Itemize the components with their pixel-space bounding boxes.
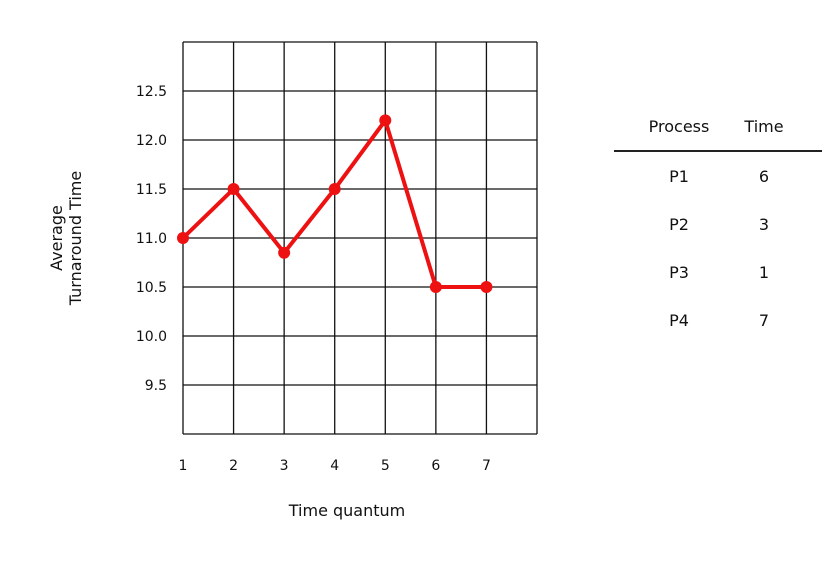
data-point (278, 246, 291, 259)
process-table: Process Time P1 6 P2 3 P3 1 P4 7 (614, 112, 822, 344)
y-tick-label: 10.5 (136, 280, 167, 296)
x-tick-label: 1 (179, 458, 188, 474)
process-cell: P4 (669, 310, 689, 330)
header-rule (614, 150, 822, 152)
x-tick-label: 6 (431, 458, 440, 474)
y-tick-labels: 9.5 10.0 10.5 11.0 11.5 12.0 12.5 (136, 84, 167, 394)
table-header: Process Time (614, 112, 822, 140)
y-axis-title: Average Turnaround Time (47, 171, 85, 306)
data-point (177, 232, 189, 244)
data-point (227, 183, 240, 195)
x-tick-label: 3 (280, 458, 289, 474)
x-tick-labels: 1 2 3 4 5 6 7 (179, 458, 491, 474)
data-point (379, 114, 392, 127)
table-body: P1 6 P2 3 P3 1 P4 7 (614, 152, 822, 344)
table-row: P3 1 (614, 248, 822, 296)
data-point (328, 183, 341, 195)
x-tick-label: 5 (381, 458, 390, 474)
y-tick-label: 12.5 (136, 84, 167, 100)
y-axis-title-line-1: Average (47, 205, 66, 271)
process-cell: P2 (669, 214, 689, 234)
y-tick-label: 11.0 (136, 231, 167, 247)
data-point (429, 281, 442, 293)
y-tick-label: 12.0 (136, 133, 167, 149)
x-tick-label: 2 (229, 458, 238, 474)
table-row: P1 6 (614, 152, 822, 200)
series-layer (177, 114, 493, 293)
chart-grid (182, 41, 538, 435)
process-cell: P3 (669, 262, 689, 282)
header-time: Time (744, 116, 784, 136)
time-cell: 1 (758, 262, 770, 282)
y-tick-label: 9.5 (145, 378, 167, 394)
x-axis-title: Time quantum (288, 501, 405, 520)
x-tick-label: 7 (482, 458, 491, 474)
y-axis-title-line-2: Turnaround Time (66, 171, 85, 306)
time-cell: 7 (758, 310, 770, 330)
time-cell: 6 (758, 166, 770, 186)
y-tick-label: 11.5 (136, 182, 167, 198)
table-row: P2 3 (614, 200, 822, 248)
y-tick-label: 10.0 (136, 329, 167, 345)
data-point (480, 281, 493, 293)
x-tick-label: 4 (330, 458, 339, 474)
process-cell: P1 (669, 166, 689, 186)
table-row: P4 7 (614, 296, 822, 344)
time-cell: 3 (758, 214, 770, 234)
header-process: Process (648, 116, 710, 136)
